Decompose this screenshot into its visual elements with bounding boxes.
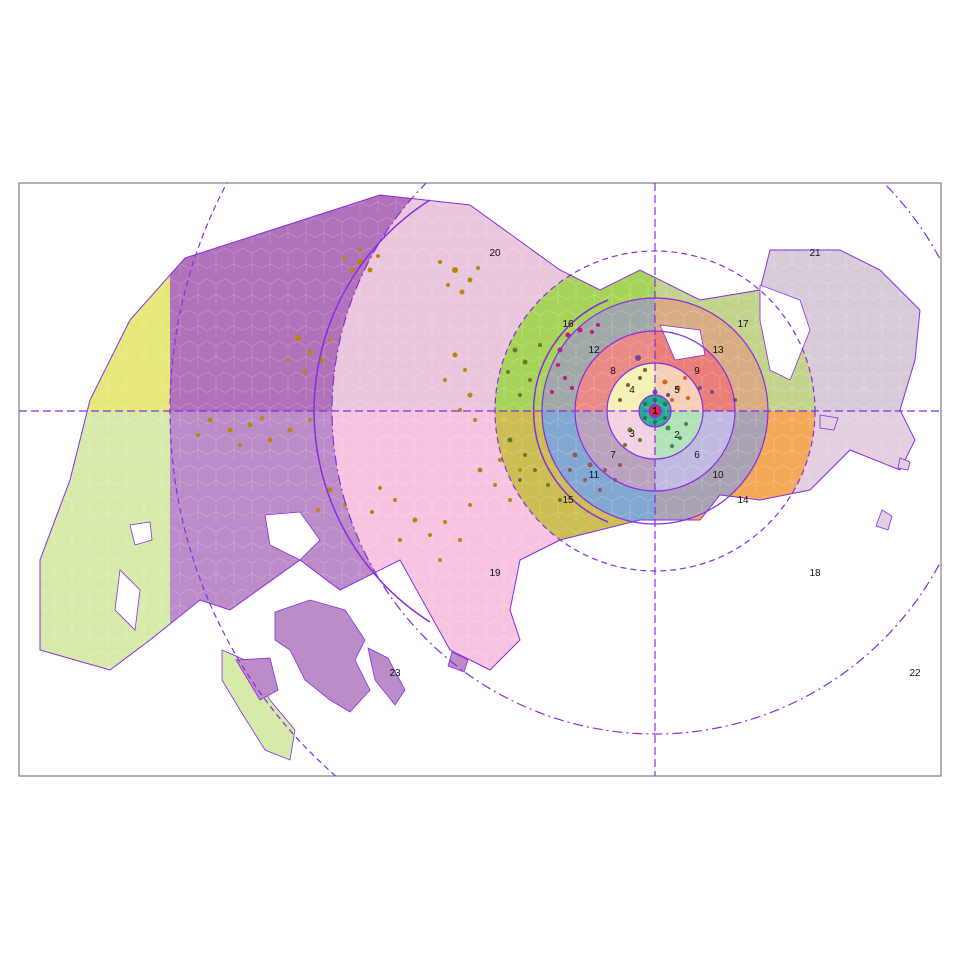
zone-label-18: 18 (809, 568, 821, 579)
zone-label-13: 13 (712, 345, 724, 356)
zone-label-14: 14 (737, 495, 749, 506)
zone-label-8: 8 (610, 366, 616, 377)
zone-label-3: 3 (629, 429, 635, 440)
zone-label-6: 6 (694, 450, 700, 461)
zone-label-19: 19 (489, 568, 501, 579)
zone-label-17: 17 (737, 319, 749, 330)
zone-label-1: 1 (652, 406, 658, 417)
zone-label-23: 23 (389, 668, 401, 679)
zone-label-9: 9 (694, 366, 700, 377)
zone-label-22: 22 (909, 668, 921, 679)
zone-label-7: 7 (610, 450, 616, 461)
zone-label-16: 16 (562, 319, 574, 330)
zone-label-5: 5 (674, 385, 680, 396)
zone-label-12: 12 (588, 345, 600, 356)
zone-label-20: 20 (489, 248, 501, 259)
zone-label-21: 21 (809, 248, 821, 259)
zone-label-4: 4 (629, 385, 635, 396)
zone-label-11: 11 (589, 470, 600, 481)
zone-label-10: 10 (712, 470, 724, 481)
zone-label-2: 2 (674, 430, 680, 441)
zone-label-15: 15 (562, 495, 574, 506)
